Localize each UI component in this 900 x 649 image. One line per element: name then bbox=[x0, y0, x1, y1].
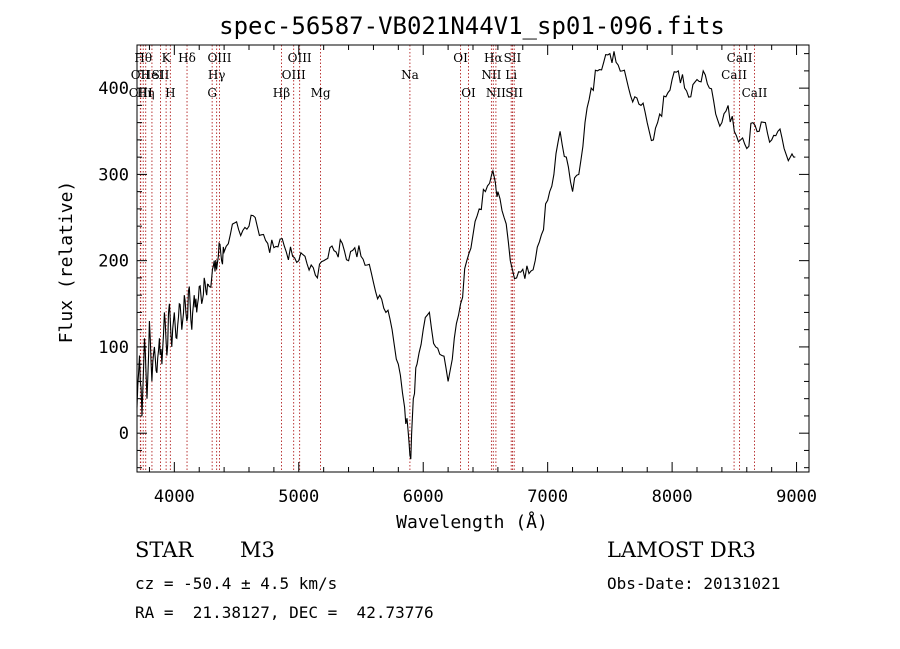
line-label-20: Hα bbox=[484, 51, 503, 65]
line-label-1: OII bbox=[131, 68, 151, 82]
object-class: STAR bbox=[135, 538, 194, 562]
line-label-22: Li bbox=[505, 68, 517, 82]
line-label-26: CaII bbox=[727, 51, 753, 65]
y-axis-label: Flux (relative) bbox=[56, 181, 77, 344]
emission-lines: HθOIIHηOIIIHeISIIKHHδGHγOIIIHβOIIIOIIIMg… bbox=[129, 45, 768, 472]
x-axis: 4000 5000 6000 7000 8000 9000 bbox=[148, 45, 817, 507]
y-tick-label-200: 200 bbox=[98, 252, 129, 272]
x-axis-label: Wavelength (Å) bbox=[396, 511, 548, 533]
line-label-24: SII bbox=[505, 86, 523, 100]
ra-dec-coordinates: RA = 21.38127, DEC = 42.73776 bbox=[135, 603, 434, 622]
line-label-19: NII bbox=[481, 68, 501, 82]
line-label-11: OIII bbox=[207, 51, 231, 65]
y-axis: 0 100 200 300 400 bbox=[98, 53, 809, 469]
x-tick-label-5000: 5000 bbox=[278, 487, 319, 507]
spectrum-series-line bbox=[136, 51, 796, 460]
x-tick-label-8000: 8000 bbox=[652, 487, 693, 507]
line-label-15: Mg bbox=[311, 86, 331, 100]
line-label-0: Hθ bbox=[134, 51, 152, 65]
line-label-25: CaII bbox=[721, 68, 747, 82]
x-tick-label-4000: 4000 bbox=[154, 487, 195, 507]
line-label-21: NII bbox=[486, 86, 506, 100]
redshift-cz: cz = -50.4 ± 4.5 km/s bbox=[135, 574, 338, 593]
line-label-27: CaII bbox=[742, 86, 768, 100]
observation-date: Obs-Date: 20131021 bbox=[607, 574, 781, 593]
line-label-8: Hδ bbox=[178, 51, 196, 65]
y-tick-label-300: 300 bbox=[98, 165, 129, 185]
x-tick-label-6000: 6000 bbox=[403, 487, 444, 507]
line-label-2: Hη bbox=[137, 86, 155, 100]
chart-title: spec-56587-VB021N44V1_sp01-096.fits bbox=[219, 12, 725, 40]
line-label-4: HeI bbox=[141, 68, 164, 82]
plot-frame bbox=[136, 44, 810, 473]
line-label-13: OIII bbox=[282, 68, 306, 82]
line-label-9: G bbox=[207, 86, 217, 100]
y-tick-label-400: 400 bbox=[98, 79, 129, 99]
line-label-14: OIII bbox=[288, 51, 312, 65]
y-tick-label-0: 0 bbox=[119, 424, 129, 444]
y-tick-label-100: 100 bbox=[98, 338, 129, 358]
line-label-12: Hβ bbox=[273, 86, 290, 100]
line-label-7: H bbox=[165, 86, 175, 100]
survey-name: LAMOST DR3 bbox=[607, 538, 756, 562]
line-label-17: OI bbox=[453, 51, 468, 65]
x-tick-label-7000: 7000 bbox=[527, 487, 568, 507]
line-label-6: K bbox=[162, 51, 172, 65]
line-label-18: OI bbox=[461, 86, 476, 100]
line-label-23: SII bbox=[504, 51, 522, 65]
line-label-16: Na bbox=[401, 68, 419, 82]
line-label-3: OIII bbox=[129, 86, 153, 100]
line-label-10: Hγ bbox=[208, 68, 226, 82]
x-tick-label-9000: 9000 bbox=[776, 487, 817, 507]
line-label-5: SII bbox=[152, 68, 170, 82]
object-subclass: M3 bbox=[240, 538, 275, 562]
